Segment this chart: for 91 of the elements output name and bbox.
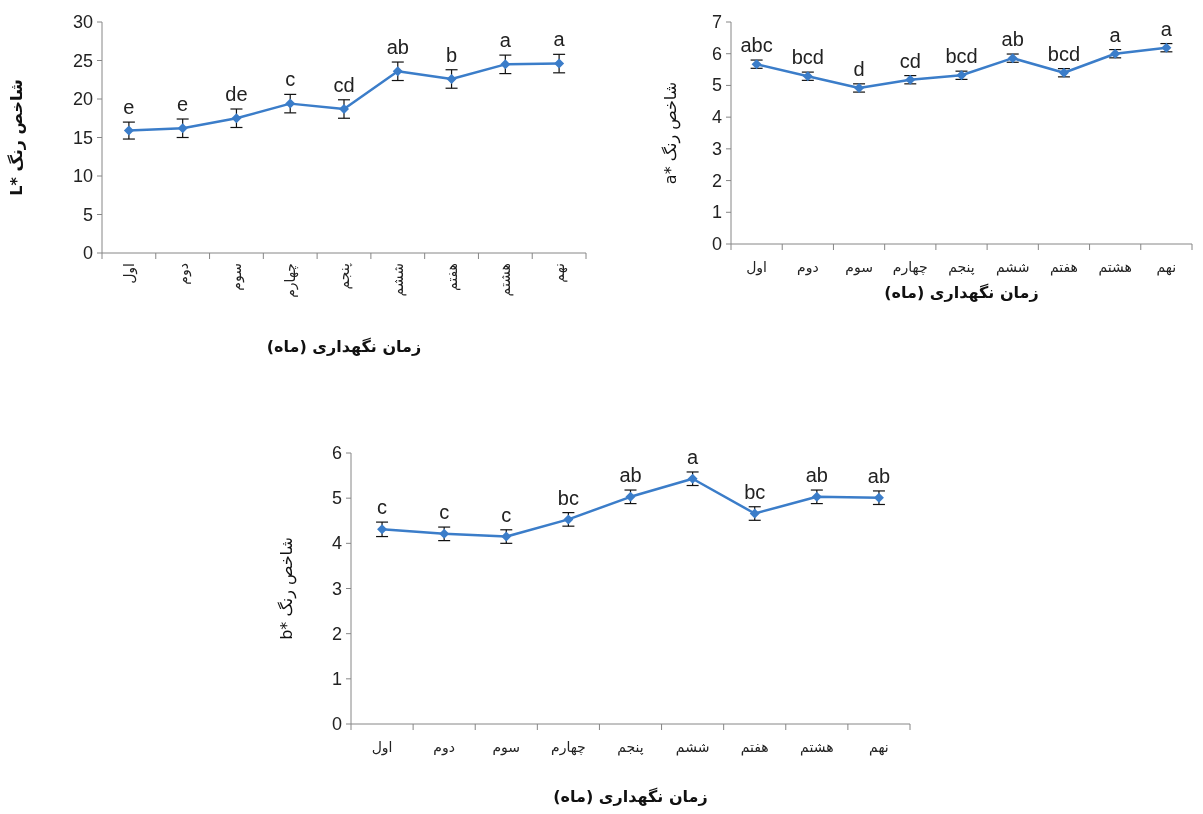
y-tick-label: 25 (72, 50, 93, 71)
x-tick-label: هشتم (497, 263, 515, 297)
annotation: bc (557, 486, 579, 509)
y-tick-label: 5 (711, 75, 722, 96)
annotation: abc (740, 34, 773, 57)
x-tick-label: نهم (869, 739, 889, 756)
annotation: d (853, 57, 865, 80)
x-tick-label: هشتم (1098, 259, 1132, 276)
point (500, 59, 511, 70)
point (446, 73, 457, 84)
x-tick-label: هفتم (740, 739, 769, 756)
x-tick-label: ششم (389, 263, 407, 297)
x-tick-label: هشتم (800, 739, 834, 756)
x-tick-label: پنجم (948, 259, 975, 276)
y-axis-title: شاخص رنگ *a (661, 81, 681, 185)
y-tick-label: 5 (82, 204, 93, 225)
y-tick-label: 5 (331, 488, 342, 509)
annotation: b (445, 43, 458, 66)
point (554, 58, 565, 69)
x-tick-label: سوم (845, 259, 873, 276)
y-axis-title: شاخص رنگ *b (277, 537, 297, 640)
y-tick-label: 3 (331, 578, 342, 599)
x-tick-label: سوم (228, 263, 246, 291)
point (285, 98, 296, 109)
annotation: bc (744, 480, 766, 503)
x-tick-label: سوم (492, 739, 521, 756)
annotation: a (687, 445, 700, 468)
x-tick-label: چهارم (282, 263, 300, 298)
annotation: c (439, 501, 450, 524)
y-tick-label: 15 (72, 127, 93, 148)
annotation: ab (386, 36, 409, 59)
x-tick-label: اول (371, 739, 393, 756)
point (339, 104, 349, 115)
annotation: bcd (791, 46, 824, 69)
y-axis-title: شاخص رنگ *L (7, 79, 26, 196)
x-tick-label: اول (746, 259, 768, 276)
y-tick-label: 4 (331, 533, 342, 554)
x-tick-label: ششم (995, 259, 1030, 276)
x-tick-label: هفتم (1049, 259, 1078, 276)
annotation: c (501, 503, 512, 526)
y-tick-label: 1 (711, 202, 722, 223)
point (231, 113, 242, 124)
x-tick-label: ششم (675, 739, 710, 756)
x-tick-label: نهم (1156, 259, 1177, 276)
y-tick-label: 2 (711, 170, 722, 191)
x-tick-label: پنجم (336, 262, 353, 290)
annotation: c (377, 496, 388, 519)
y-tick-label: 0 (82, 243, 93, 263)
annotation: ab (619, 464, 642, 487)
x-tick-label: هفتم (443, 263, 461, 292)
annotation: ab (805, 464, 828, 487)
point (177, 123, 188, 134)
y-tick-label: 4 (711, 107, 722, 128)
x-tick-label: پنجم (617, 739, 644, 756)
annotation: c (285, 68, 296, 91)
annotation: bcd (945, 45, 978, 68)
y-tick-label: 6 (331, 443, 342, 463)
y-tick-label: 30 (72, 12, 93, 32)
y-tick-label: 7 (711, 12, 722, 32)
annotation: ab (1001, 28, 1024, 51)
x-tick-label: دوم (797, 259, 819, 276)
annotation: a (1109, 23, 1122, 46)
x-tick-label: دوم (433, 739, 455, 756)
point (392, 66, 403, 77)
annotation: cd (333, 73, 355, 96)
annotation: de (225, 83, 248, 106)
x-tick-label: چهارم (892, 259, 928, 276)
annotation: bcd (1047, 42, 1081, 65)
x-tick-label: دوم (174, 263, 192, 285)
x-axis-title: زمان نگهداری (ماه) (553, 787, 708, 806)
x-tick-label: اول (120, 263, 138, 284)
y-tick-label: 6 (711, 43, 722, 64)
y-tick-label: 0 (331, 714, 342, 734)
y-tick-label: 1 (331, 668, 342, 689)
annotation: a (499, 29, 512, 52)
x-tick-label: چهارم (550, 739, 586, 756)
y-tick-label: 10 (72, 166, 93, 186)
annotation: e (177, 93, 189, 116)
annotation: e (123, 96, 135, 119)
annotation: cd (899, 49, 921, 72)
annotation: ab (867, 464, 891, 487)
point (123, 125, 134, 136)
x-axis-title: زمان نگهداری (ماه) (884, 283, 1039, 302)
y-tick-label: 3 (711, 138, 722, 159)
x-tick-label: نهم (551, 263, 569, 283)
annotation: a (553, 28, 566, 51)
y-tick-label: 20 (72, 89, 93, 109)
y-tick-label: 0 (711, 234, 722, 254)
x-axis-title: زمان نگهداری (ماه) (266, 337, 422, 356)
annotation: a (1160, 17, 1173, 40)
y-tick-label: 2 (331, 623, 342, 644)
